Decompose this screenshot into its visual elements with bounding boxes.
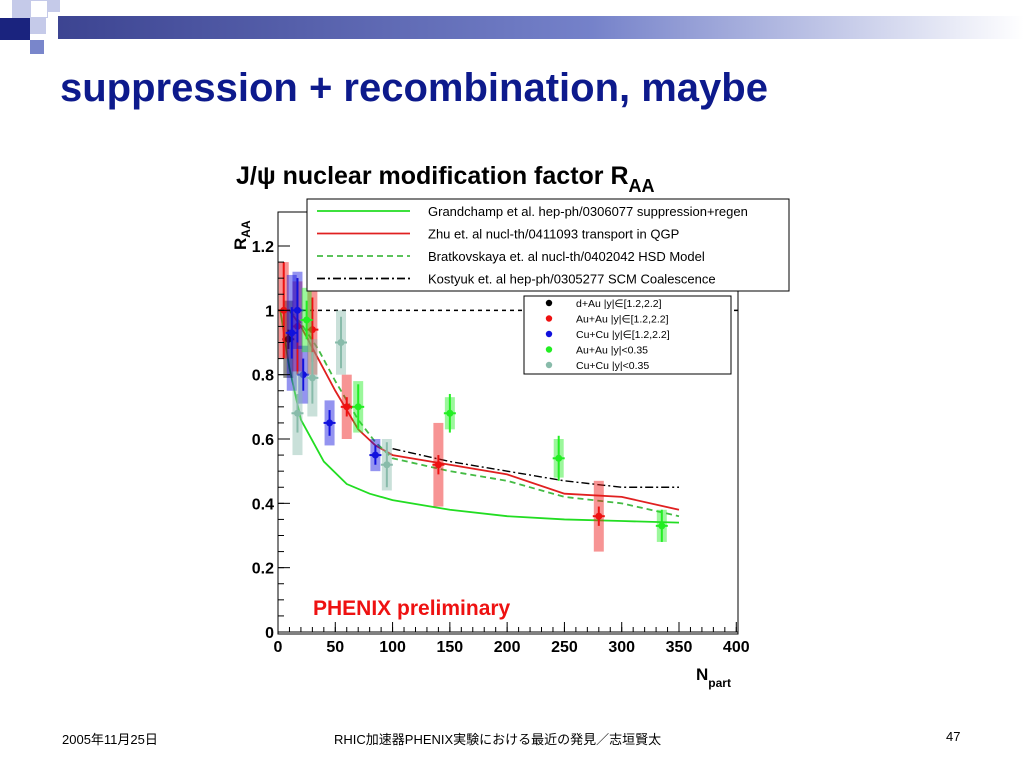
data-point [288, 329, 296, 337]
y-tick-label: 0.6 [252, 432, 274, 449]
corner-square [30, 18, 46, 34]
corner-square [48, 0, 60, 12]
x-tick-label: 350 [666, 639, 693, 656]
corner-square [12, 0, 30, 18]
model-legend-label: Bratkovskaya et. al nucl-th/0402042 HSD … [428, 249, 705, 264]
data-point [383, 461, 391, 469]
model-legend-label: Grandchamp et al. hep-ph/0306077 suppres… [428, 204, 748, 219]
x-tick-label: 0 [274, 639, 283, 656]
data-point [303, 316, 311, 324]
data-legend-marker [545, 346, 553, 353]
data-point [371, 451, 379, 459]
data-point [555, 454, 563, 462]
data-point [308, 326, 316, 334]
data-point [293, 409, 301, 417]
data-legend-marker [545, 299, 553, 307]
corner-decoration [0, 0, 80, 60]
slide-title: suppression + recombination, maybe [60, 66, 768, 110]
model-legend-label: Zhu et. al nucl-th/0411093 transport in … [428, 227, 679, 242]
top-gradient-bar [58, 16, 1024, 39]
corner-square [30, 0, 48, 18]
page-number: 47 [946, 729, 961, 744]
y-tick-label: 1 [265, 303, 274, 320]
data-legend-marker [545, 315, 553, 322]
phenix-preliminary-label: PHENIX preliminary [313, 597, 511, 620]
data-point [293, 306, 301, 314]
data-legend-marker [545, 361, 553, 369]
x-tick-label: 400 [723, 639, 750, 656]
data-point [343, 403, 351, 411]
y-tick-label: 0.2 [252, 561, 274, 578]
data-point [337, 339, 345, 346]
x-tick-label: 250 [551, 639, 578, 656]
data-legend-label: Cu+Cu |y|<0.35 [576, 360, 649, 372]
data-point [299, 371, 307, 379]
footer-presentation-title: RHIC加速器PHENIX実験における最近の発見／志垣賢太 [334, 732, 662, 747]
data-point [434, 461, 442, 469]
data-legend-marker [545, 330, 553, 338]
data-point [308, 374, 316, 382]
x-axis-label: Npart [696, 665, 731, 690]
data-point [658, 522, 666, 530]
footer-date: 2005年11月25日 [62, 732, 158, 747]
data-legend-box [523, 295, 732, 375]
x-tick-label: 150 [437, 639, 464, 656]
chart-title: J/ψ nuclear modification factor RAA [236, 162, 655, 196]
model-legend-box [306, 198, 790, 292]
y-tick-label: 0 [265, 625, 274, 642]
data-point [446, 409, 454, 417]
y-tick-label: 0.8 [252, 368, 274, 385]
y-axis-subscript: AA [239, 220, 253, 238]
y-tick-label: 1.2 [252, 239, 274, 256]
x-tick-label: 50 [326, 639, 344, 656]
corner-square [0, 18, 30, 40]
y-tick-label: 0.4 [252, 496, 274, 513]
data-legend-label: Au+Au |y|∈[1.2,2.2] [576, 314, 669, 326]
data-point [354, 403, 362, 411]
data-legend-label: Cu+Cu |y|∈[1.2,2.2] [576, 329, 670, 341]
x-tick-label: 300 [608, 639, 635, 656]
model-curve-4 [392, 447, 679, 488]
corner-square [30, 40, 44, 54]
data-point [326, 419, 334, 427]
data-legend-label: d+Au |y|∈[1.2,2.2] [576, 298, 662, 310]
x-tick-label: 200 [494, 639, 521, 656]
data-legend-label: Au+Au |y|<0.35 [576, 345, 648, 357]
x-axis-subscript: part [708, 676, 731, 690]
data-point [284, 335, 292, 343]
y-axis-label: RAA [231, 220, 253, 250]
model-legend-label: Kostyuk et. al hep-ph/0305277 SCM Coales… [428, 272, 716, 287]
x-tick-label: 100 [379, 639, 406, 656]
chart-title-subscript: AA [629, 176, 655, 196]
data-point [595, 512, 603, 520]
